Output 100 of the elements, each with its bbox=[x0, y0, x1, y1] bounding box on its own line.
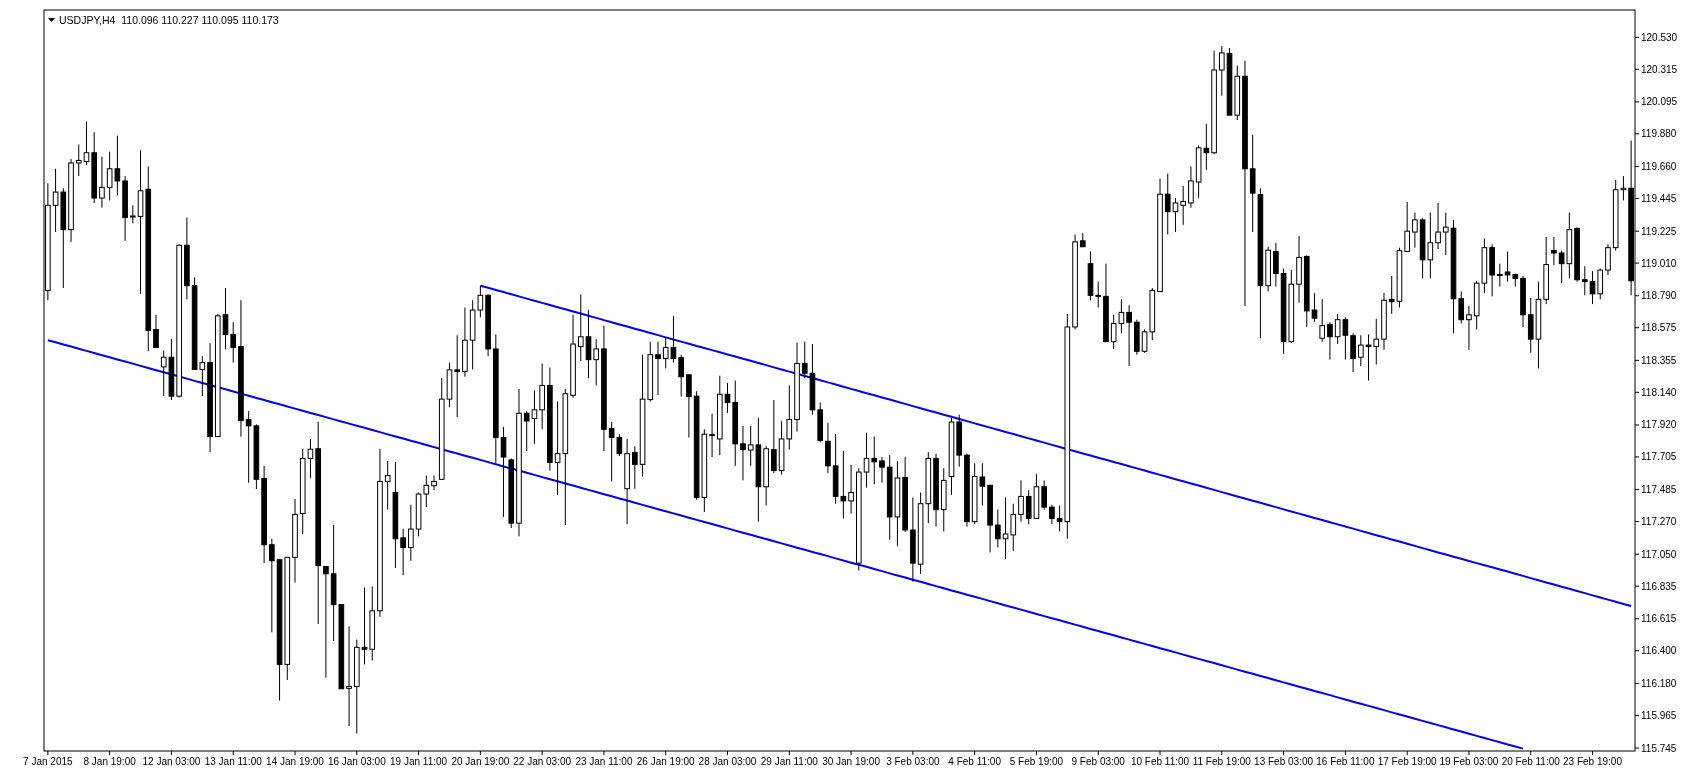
y-tick-label: 117.050 bbox=[1641, 548, 1677, 560]
x-tick-label: 23 Jan 11:00 bbox=[575, 756, 633, 767]
candlestick bbox=[384, 460, 391, 511]
x-tick-label: 26 Jan 19:00 bbox=[636, 756, 696, 767]
candlestick bbox=[655, 341, 661, 396]
candlestick bbox=[1049, 504, 1055, 525]
candlestick bbox=[431, 474, 437, 491]
candlestick bbox=[871, 436, 878, 485]
candlestick bbox=[454, 334, 461, 418]
y-tick-label: 118.790 bbox=[1641, 290, 1677, 302]
candlestick bbox=[848, 464, 854, 515]
candlestick bbox=[1551, 236, 1557, 266]
x-tick-label: 13 Feb 03:00 bbox=[1254, 756, 1314, 767]
y-tick-label: 117.485 bbox=[1641, 484, 1677, 496]
y-tick-label: 117.705 bbox=[1641, 451, 1677, 463]
candlestick bbox=[995, 509, 1001, 549]
y-tick-label: 119.660 bbox=[1641, 161, 1677, 173]
candlestick bbox=[230, 321, 237, 364]
y-tick-label: 119.225 bbox=[1641, 225, 1677, 237]
y-tick-label: 116.835 bbox=[1641, 580, 1677, 592]
candlestick bbox=[99, 156, 105, 209]
candlestick bbox=[1273, 242, 1279, 288]
candlestick bbox=[1218, 45, 1225, 97]
x-tick-label: 19 Feb 03:00 bbox=[1439, 756, 1499, 767]
candlestick bbox=[1358, 334, 1364, 367]
x-tick-label: 20 Jan 19:00 bbox=[451, 756, 510, 767]
x-tick-label: 13 Jan 11:00 bbox=[204, 756, 263, 767]
x-tick-label: 9 Feb 03:00 bbox=[1071, 756, 1126, 767]
candlestick bbox=[408, 504, 414, 562]
candlestick bbox=[1442, 212, 1449, 256]
y-tick-label: 120.530 bbox=[1641, 31, 1678, 43]
x-tick-label: 10 Feb 11:00 bbox=[1130, 756, 1190, 767]
candlestick bbox=[1311, 292, 1318, 323]
candlestick bbox=[1497, 263, 1503, 288]
candlestick bbox=[500, 426, 507, 518]
x-tick-label: 22 Jan 03:00 bbox=[513, 756, 572, 767]
candlestick bbox=[269, 538, 275, 633]
candlestick bbox=[1018, 479, 1024, 523]
y-tick-label: 115.745 bbox=[1641, 742, 1677, 754]
candlestick bbox=[863, 432, 870, 489]
candlestick bbox=[1458, 290, 1465, 325]
x-tick-label: 14 Jan 19:00 bbox=[266, 756, 325, 767]
line-series bbox=[479, 284, 1633, 608]
candlestick bbox=[83, 121, 90, 166]
chart-title: USDJPY,H4 110.096 110.227 110.095 110.173 bbox=[59, 14, 279, 26]
candlestick bbox=[1041, 479, 1047, 511]
line-series bbox=[46, 339, 1525, 750]
x-tick-label: 28 Jan 03:00 bbox=[698, 756, 757, 767]
x-tick-label: 30 Jan 19:00 bbox=[822, 756, 881, 767]
x-tick-label: 19 Jan 11:00 bbox=[390, 756, 448, 767]
candlestick bbox=[593, 338, 600, 386]
x-tick-label: 11 Feb 19:00 bbox=[1192, 756, 1252, 767]
x-tick-label: 29 Jan 11:00 bbox=[760, 756, 819, 767]
candlestick bbox=[75, 143, 82, 177]
x-tick-label: 8 Jan 19:00 bbox=[83, 756, 137, 767]
y-tick-label: 118.575 bbox=[1641, 322, 1677, 334]
y-tick-label: 120.315 bbox=[1641, 63, 1678, 75]
candlestick bbox=[686, 374, 692, 438]
y-tick-label: 118.355 bbox=[1641, 354, 1677, 366]
candlestick bbox=[1319, 298, 1326, 343]
candlestick bbox=[361, 586, 368, 665]
candlestick bbox=[1412, 212, 1418, 249]
y-tick-label: 119.010 bbox=[1641, 257, 1677, 269]
candlestick bbox=[879, 456, 885, 484]
candlestick bbox=[632, 445, 638, 490]
candlestick bbox=[153, 314, 159, 348]
y-tick-label: 120.095 bbox=[1641, 96, 1678, 108]
candlestick bbox=[577, 293, 584, 362]
x-tick-label: 23 Feb 19:00 bbox=[1563, 756, 1623, 767]
y-tick-label: 116.400 bbox=[1641, 645, 1677, 657]
x-tick-label: 7 Jan 2015 bbox=[23, 756, 74, 767]
x-tick-label: 5 Feb 19:00 bbox=[1009, 756, 1064, 767]
y-tick-label: 116.180 bbox=[1641, 677, 1677, 689]
candlestick bbox=[400, 528, 406, 576]
candlestick bbox=[771, 399, 777, 474]
y-tick-label: 119.445 bbox=[1641, 192, 1677, 204]
y-tick-label: 118.140 bbox=[1641, 386, 1677, 398]
y-tick-label: 117.920 bbox=[1641, 419, 1677, 431]
candlestick bbox=[740, 425, 746, 481]
candlestick bbox=[709, 413, 715, 458]
candlestick bbox=[1095, 281, 1102, 308]
candlestick bbox=[222, 287, 229, 350]
candlestick bbox=[585, 309, 592, 379]
candlestick bbox=[801, 341, 808, 379]
x-tick-label: 12 Jan 03:00 bbox=[142, 756, 201, 767]
x-tick-label: 20 Feb 11:00 bbox=[1501, 756, 1561, 767]
x-tick-label: 4 Feb 11:00 bbox=[948, 756, 1002, 767]
candlestick bbox=[1597, 268, 1604, 300]
candlestick bbox=[323, 566, 329, 679]
candlestick bbox=[1466, 305, 1472, 351]
y-tick-label: 115.965 bbox=[1641, 709, 1677, 721]
candlestick bbox=[1126, 304, 1132, 367]
candlestick bbox=[1605, 243, 1611, 276]
candlestick bbox=[1350, 332, 1356, 373]
candlestick bbox=[1327, 321, 1333, 361]
candlestick bbox=[678, 354, 684, 398]
candlestick bbox=[346, 625, 352, 727]
y-tick-label: 117.270 bbox=[1641, 516, 1677, 528]
x-tick-label: 16 Feb 11:00 bbox=[1316, 756, 1375, 767]
y-tick-label: 119.880 bbox=[1641, 128, 1677, 140]
